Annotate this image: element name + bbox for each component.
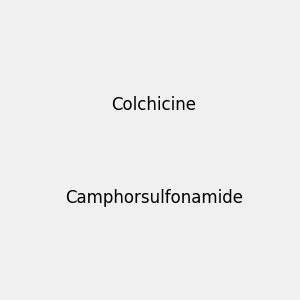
Text: Camphorsulfonamide: Camphorsulfonamide [65, 189, 243, 207]
Text: Colchicine: Colchicine [111, 96, 196, 114]
